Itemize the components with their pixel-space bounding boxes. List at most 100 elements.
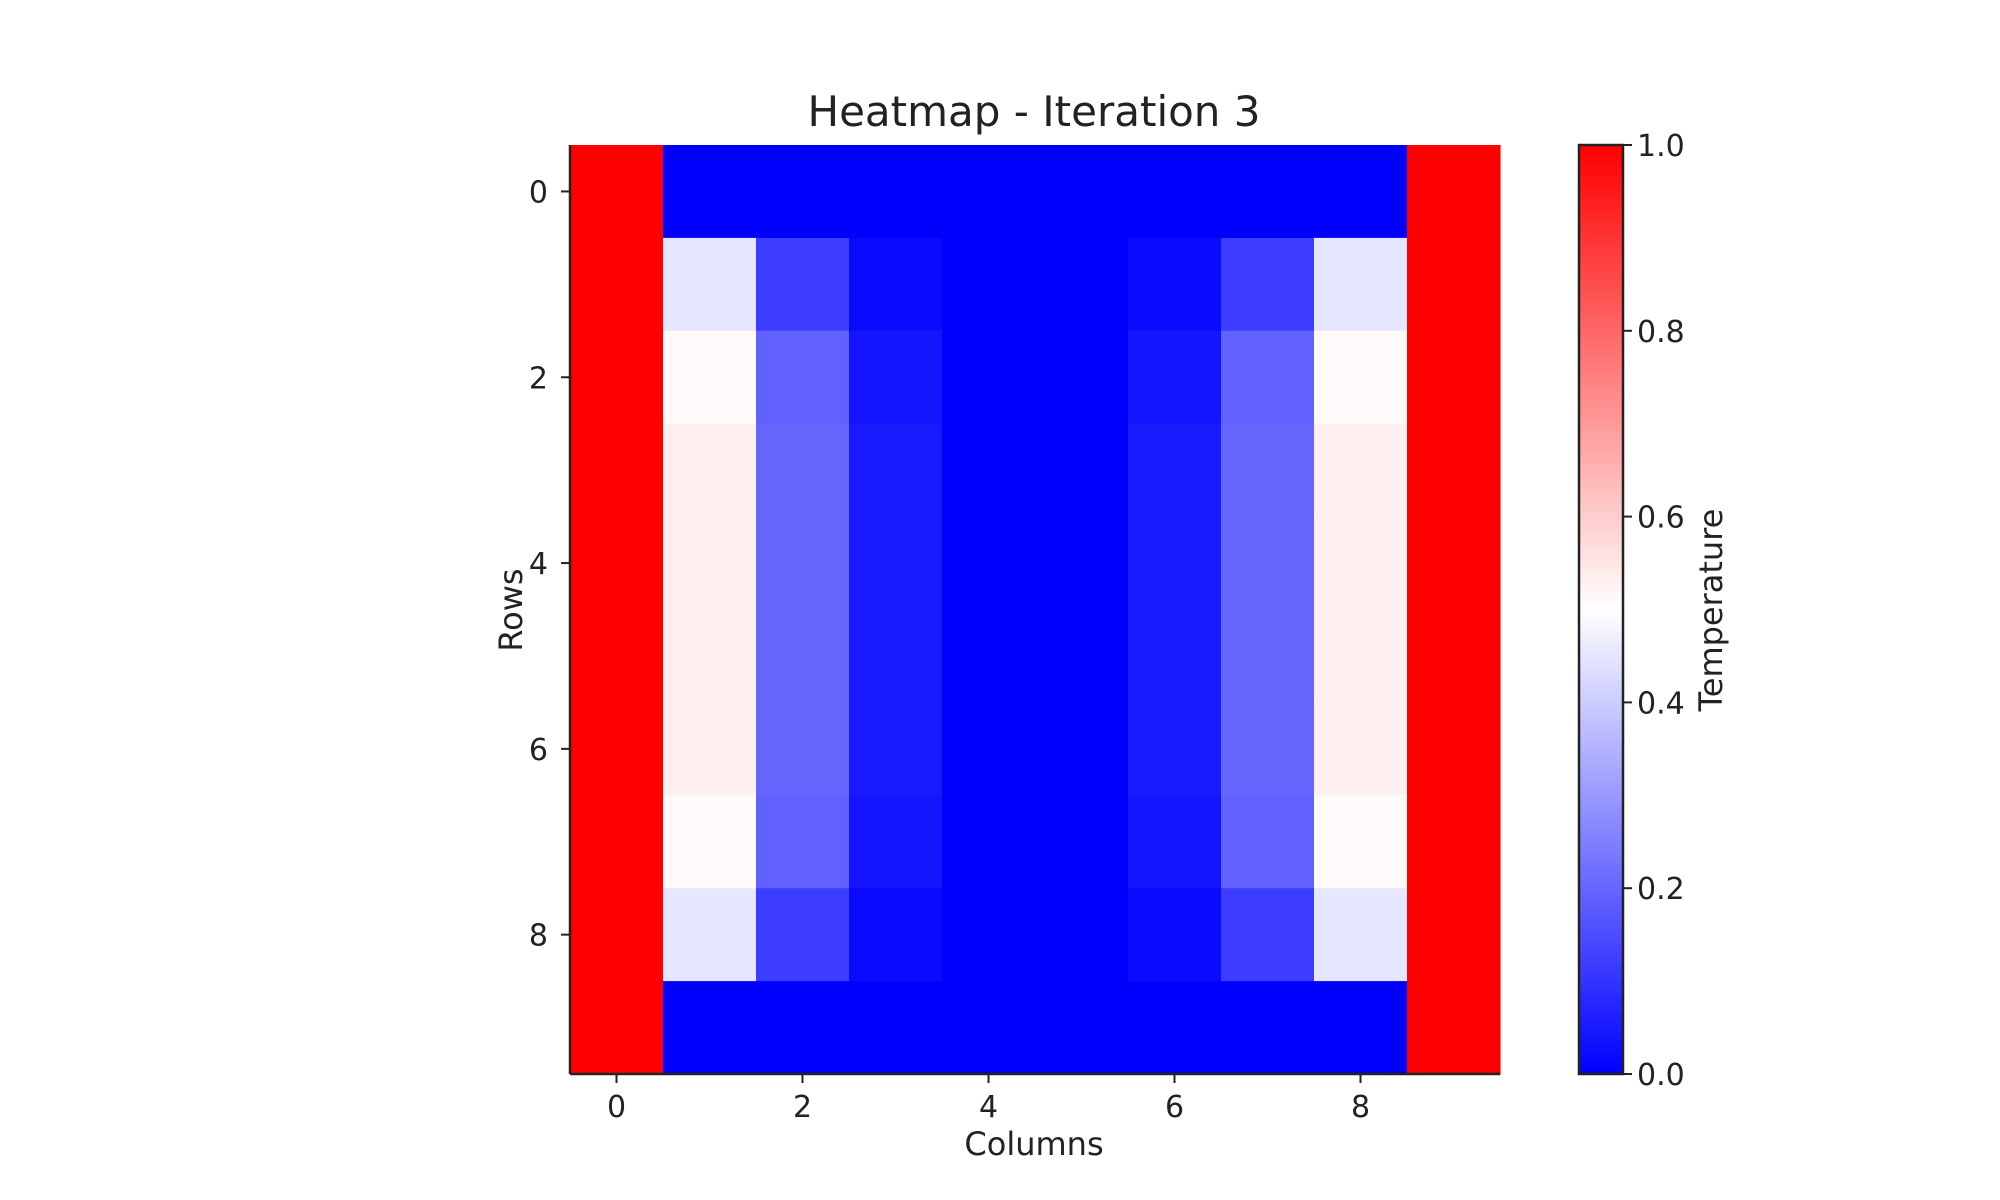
colorbar-tick-label: 0.2 xyxy=(1637,872,1685,907)
colorbar-tick-label: 1.0 xyxy=(1637,129,1685,164)
heatmap-cell xyxy=(1314,237,1408,332)
heatmap-cell xyxy=(1314,702,1408,796)
heatmap-cell xyxy=(849,795,943,889)
heatmap-cell xyxy=(756,888,850,982)
heatmap-cell xyxy=(1221,981,1315,1075)
heatmap-cell xyxy=(1407,795,1501,889)
heatmap-cell xyxy=(663,888,757,982)
heatmap-cell xyxy=(1407,888,1501,982)
heatmap-cell xyxy=(1314,516,1408,611)
heatmap-cell xyxy=(1407,609,1501,703)
heatmap-cell xyxy=(570,609,664,703)
heatmap-cell xyxy=(663,237,757,332)
heatmap-cell xyxy=(756,516,850,611)
heatmap-cell xyxy=(942,888,1036,982)
heatmap-cell xyxy=(570,423,664,518)
heatmap-cell xyxy=(663,423,757,518)
heatmap-cell xyxy=(1035,516,1129,611)
heatmap-cell xyxy=(849,516,943,611)
heatmap-cell xyxy=(663,145,757,239)
heatmap-cell xyxy=(849,423,943,518)
heatmap-cell xyxy=(1314,423,1408,518)
heatmap-cell xyxy=(1221,237,1315,332)
heatmap-cell xyxy=(756,237,850,332)
heatmap-cell xyxy=(1407,145,1501,239)
heatmap-cell xyxy=(1221,795,1315,889)
heatmap-cell xyxy=(1128,888,1222,982)
heatmap-cell xyxy=(1035,237,1129,332)
x-ticks: 0 2 4 6 8 xyxy=(607,1074,1370,1125)
heatmap-cell xyxy=(1035,145,1129,239)
heatmap-cell xyxy=(1221,330,1315,425)
heatmap-cell xyxy=(1314,145,1408,239)
colorbar-ticks: 0.0 0.2 0.4 0.6 0.8 1.0 xyxy=(1623,129,1685,1093)
heatmap-cell xyxy=(1128,609,1222,703)
heatmap-cell xyxy=(1128,702,1222,796)
heatmap-cell xyxy=(942,516,1036,611)
heatmap-cell xyxy=(1314,330,1408,425)
heatmap-cell xyxy=(663,702,757,796)
x-tick-label: 4 xyxy=(979,1090,998,1125)
heatmap-cell xyxy=(942,609,1036,703)
heatmap-cell xyxy=(942,981,1036,1075)
y-tick-label: 8 xyxy=(529,919,548,954)
colorbar-tick-label: 0.4 xyxy=(1637,686,1685,721)
y-ticks: 0 2 4 6 8 xyxy=(529,175,570,954)
heatmap-cell xyxy=(756,609,850,703)
heatmap-cell xyxy=(1128,516,1222,611)
heatmap-cell xyxy=(663,330,757,425)
heatmap-cell xyxy=(1035,609,1129,703)
heatmap-cell xyxy=(1221,888,1315,982)
heatmap-cell xyxy=(942,145,1036,239)
colorbar-label: Temperature xyxy=(1692,509,1730,713)
heatmap-cell xyxy=(849,237,943,332)
colorbar-tick-label: 0.6 xyxy=(1637,501,1685,536)
heatmap-cell xyxy=(849,145,943,239)
colorbar xyxy=(1577,143,1625,1076)
heatmap-cell xyxy=(1407,423,1501,518)
heatmap-cell xyxy=(1128,145,1222,239)
x-tick-label: 6 xyxy=(1165,1090,1184,1125)
heatmap-cell xyxy=(942,237,1036,332)
heatmap-cells xyxy=(570,145,1501,1075)
heatmap-cell xyxy=(1035,981,1129,1075)
heatmap-cell xyxy=(570,516,664,611)
heatmap-cell xyxy=(570,702,664,796)
heatmap-cell xyxy=(849,609,943,703)
heatmap-cell xyxy=(1128,981,1222,1075)
heatmap-cell xyxy=(942,795,1036,889)
y-axis-label: Rows xyxy=(492,568,530,651)
heatmap-cell xyxy=(1128,237,1222,332)
heatmap-cell xyxy=(1128,423,1222,518)
heatmap-cell xyxy=(849,888,943,982)
heatmap-cell xyxy=(1221,609,1315,703)
heatmap-cell xyxy=(756,702,850,796)
heatmap-cell xyxy=(663,795,757,889)
heatmap-cell xyxy=(1407,516,1501,611)
heatmap-cell xyxy=(1035,423,1129,518)
heatmap-cell xyxy=(1221,423,1315,518)
heatmap-cell xyxy=(1407,702,1501,796)
x-tick-label: 0 xyxy=(607,1090,626,1125)
heatmap-cell xyxy=(663,609,757,703)
heatmap-cell xyxy=(942,330,1036,425)
colorbar-tick-label: 0.8 xyxy=(1637,315,1685,350)
heatmap-cell xyxy=(1128,795,1222,889)
x-tick-label: 8 xyxy=(1351,1090,1370,1125)
heatmap-cell xyxy=(1221,516,1315,611)
x-axis-label: Columns xyxy=(964,1125,1103,1163)
heatmap-cell xyxy=(1314,609,1408,703)
heatmap-cell xyxy=(942,702,1036,796)
y-tick-label: 6 xyxy=(529,733,548,768)
plot-axes xyxy=(568,145,1500,1076)
heatmap-cell xyxy=(1035,888,1129,982)
heatmap-cell xyxy=(570,888,664,982)
heatmap-cell xyxy=(1128,330,1222,425)
y-tick-label: 0 xyxy=(529,175,548,210)
heatmap-cell xyxy=(663,981,757,1075)
heatmap-cell xyxy=(756,981,850,1075)
heatmap-cell xyxy=(1035,702,1129,796)
heatmap-cell xyxy=(1407,330,1501,425)
heatmap-cell xyxy=(1314,888,1408,982)
